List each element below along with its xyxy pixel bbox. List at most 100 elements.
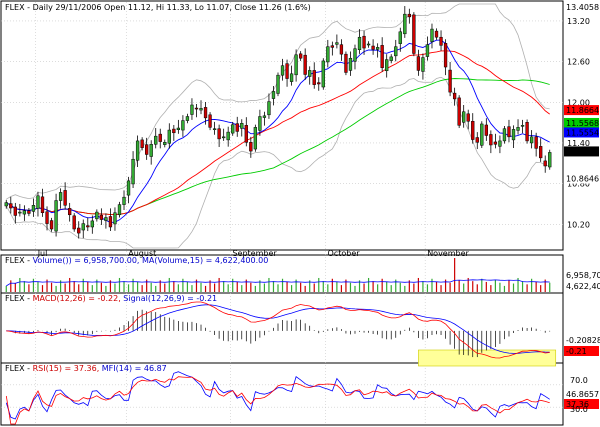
candle-body <box>280 65 285 76</box>
candle-body <box>72 215 76 230</box>
candle-body <box>194 107 199 110</box>
candle-body <box>249 142 253 152</box>
tag-macd-signal-bg <box>564 346 599 356</box>
candle-body <box>126 180 131 196</box>
candle-body <box>81 223 85 231</box>
rsi-panel <box>0 362 564 426</box>
candle-body <box>462 111 466 123</box>
candle-body <box>13 206 17 216</box>
candle-body <box>516 127 520 131</box>
candle-body <box>181 120 185 131</box>
candle-body <box>226 131 230 141</box>
candle-body <box>149 144 153 157</box>
candle-body <box>235 123 239 132</box>
candle-body <box>45 211 49 224</box>
tag-lower-band: 10.8646 <box>566 175 599 184</box>
tag-upper-band-bg <box>564 2 599 12</box>
candle-body <box>389 56 393 61</box>
candle-body <box>502 128 507 142</box>
candle-body <box>443 43 448 68</box>
candle-body <box>77 227 81 234</box>
candle-body <box>18 211 22 214</box>
candle-body <box>507 126 511 138</box>
macd-header: FLEX - MACD(12,26) = -0.22, Signal(12,26… <box>5 294 217 303</box>
tag-ma-fast: 11.5554 <box>566 128 599 137</box>
candle-body <box>185 116 190 121</box>
macd-signal-line <box>6 304 550 354</box>
candle-body <box>40 196 45 214</box>
candle-body <box>520 125 525 127</box>
volume-label: Volume( <box>33 256 66 265</box>
candle-body <box>330 45 335 48</box>
price-panel <box>0 0 564 251</box>
candle-body <box>493 141 498 145</box>
volume-ma-line <box>6 279 550 287</box>
candle-body <box>326 46 330 63</box>
price-header: FLEX - Daily 29/11/2006 Open 11.12, Hi 1… <box>5 3 311 12</box>
candle-body <box>49 220 54 230</box>
rsi-tick-70: 70.0 <box>570 376 588 385</box>
candle-body <box>253 127 258 150</box>
candle-body <box>498 140 502 147</box>
candle-body <box>140 139 144 148</box>
candle-body <box>353 48 357 62</box>
candle-body <box>412 14 416 54</box>
rsi-header: FLEX - RSI(15) = 37.36, MFI(14) = 46.87 <box>5 364 167 373</box>
candle-body <box>366 43 371 46</box>
tag-macd: -0.208284 <box>566 336 600 345</box>
candle-body <box>434 30 439 38</box>
candle-body <box>190 104 194 115</box>
tag-last-price-bg <box>564 146 599 157</box>
candle-body <box>145 144 149 155</box>
macd-signal-label: Signal(12,26,9) = -0.21 <box>123 294 217 303</box>
tag-macd-bg <box>564 335 599 345</box>
candle-body <box>27 210 31 214</box>
candle-body <box>31 205 36 212</box>
tag-volume-bg <box>564 270 599 280</box>
candle-body <box>231 124 235 134</box>
tag-rsi-bg <box>564 399 599 409</box>
candle-body <box>122 196 126 205</box>
tag-mfi-bg <box>564 389 599 399</box>
volume-value: ) = 6,958,700.00, <box>69 256 140 265</box>
candle-body <box>271 91 276 99</box>
candle-body <box>199 108 203 111</box>
candle-body <box>289 73 294 82</box>
candle-body <box>36 195 40 209</box>
rsi-label: RSI(15) = 37.36, <box>33 364 100 373</box>
candle-body <box>244 125 248 143</box>
candle-body <box>113 212 117 225</box>
macd-label: MACD(12,26) = -0.22, <box>33 294 121 303</box>
candle-body <box>339 44 344 55</box>
mfi-line <box>5 371 550 420</box>
tag-mfi: 46.8657 <box>566 390 599 399</box>
candle-body <box>371 45 375 50</box>
candle-body <box>158 133 162 142</box>
candle-body <box>529 136 534 144</box>
y-tick-label: 12.60 <box>567 58 590 67</box>
candle-body <box>58 192 63 201</box>
candle-body <box>348 57 353 71</box>
candle-body <box>344 53 348 73</box>
candle-body <box>217 128 221 140</box>
candle-body <box>167 129 171 144</box>
volume-header: FLEX - Volume()) = 6,958,700.00, MA(Volu… <box>5 256 268 265</box>
candle-body <box>4 202 8 207</box>
tag-volume-ma: 4,622,40 <box>566 282 600 291</box>
volume-title-prefix: FLEX - <box>5 256 33 265</box>
candle-body <box>276 74 280 94</box>
candle-body <box>308 70 312 77</box>
candle-body <box>203 107 208 119</box>
candle-body <box>208 114 212 128</box>
candle-body <box>131 158 135 185</box>
candle-body <box>54 200 58 232</box>
tag-last-price: 11.26 <box>566 147 589 156</box>
candle-body <box>117 204 122 216</box>
candle-body <box>176 127 181 130</box>
tag-ma-fast-bg <box>564 127 599 138</box>
candle-body <box>425 44 430 57</box>
candle-body <box>335 42 339 45</box>
candle-body <box>539 146 543 159</box>
candle-body <box>380 45 384 68</box>
